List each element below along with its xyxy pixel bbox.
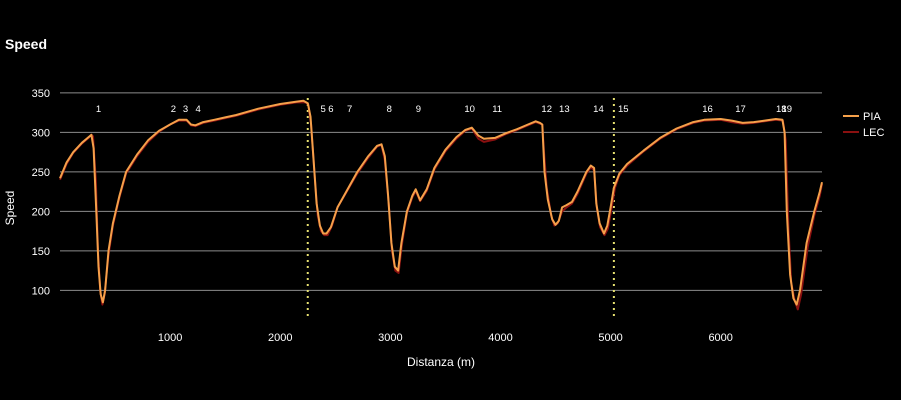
corner-label: 12	[541, 104, 552, 115]
corner-label: 3	[183, 104, 188, 115]
y-tick-label: 300	[32, 127, 50, 139]
chart-title: Speed	[5, 36, 48, 52]
y-tick-label: 150	[32, 246, 50, 258]
corner-label: 2	[171, 104, 176, 115]
x-tick-label: 3000	[378, 332, 402, 344]
corner-label: 18	[776, 104, 787, 115]
grid-lines	[60, 92, 822, 291]
legend: PIA LEC	[843, 111, 884, 139]
y-tick-label: 250	[32, 167, 50, 179]
series-lines	[59, 99, 823, 311]
corner-label: 8	[387, 104, 392, 115]
y-tick-label: 350	[32, 88, 50, 100]
corner-label: 1	[96, 104, 101, 115]
x-tick-label: 4000	[488, 332, 512, 344]
series-line-lec	[59, 101, 823, 311]
corner-label: 10	[464, 104, 475, 115]
series-line-pia	[59, 99, 823, 306]
corner-label: 16	[702, 104, 713, 115]
corner-label: 9	[416, 104, 421, 115]
corner-label: 11	[492, 104, 502, 115]
corner-label: 17	[735, 104, 746, 115]
corner-label: 4	[196, 104, 201, 115]
x-tick-labels: 1000 2000 3000 4000 5000 6000	[158, 332, 733, 344]
corner-label: 5	[321, 104, 326, 115]
y-tick-labels: 100 150 200 250 300 350	[32, 88, 50, 297]
corner-label: 7	[347, 104, 352, 115]
sector-lines	[306, 98, 615, 318]
legend-label-pia: PIA	[863, 111, 881, 123]
y-axis-label: Speed	[3, 191, 17, 226]
corner-label: 14	[593, 104, 604, 115]
y-tick-label: 100	[32, 285, 50, 297]
x-tick-label: 6000	[708, 332, 732, 344]
y-tick-label: 200	[32, 206, 50, 218]
legend-label-lec: LEC	[863, 127, 884, 139]
corner-label: 19	[781, 104, 792, 115]
x-tick-label: 1000	[158, 332, 182, 344]
x-axis-label: Distanza (m)	[407, 355, 475, 369]
corner-label: 6	[328, 104, 333, 115]
corner-label: 13	[559, 104, 570, 115]
x-tick-label: 5000	[598, 332, 622, 344]
x-tick-label: 2000	[268, 332, 292, 344]
corner-label: 15	[618, 104, 629, 115]
